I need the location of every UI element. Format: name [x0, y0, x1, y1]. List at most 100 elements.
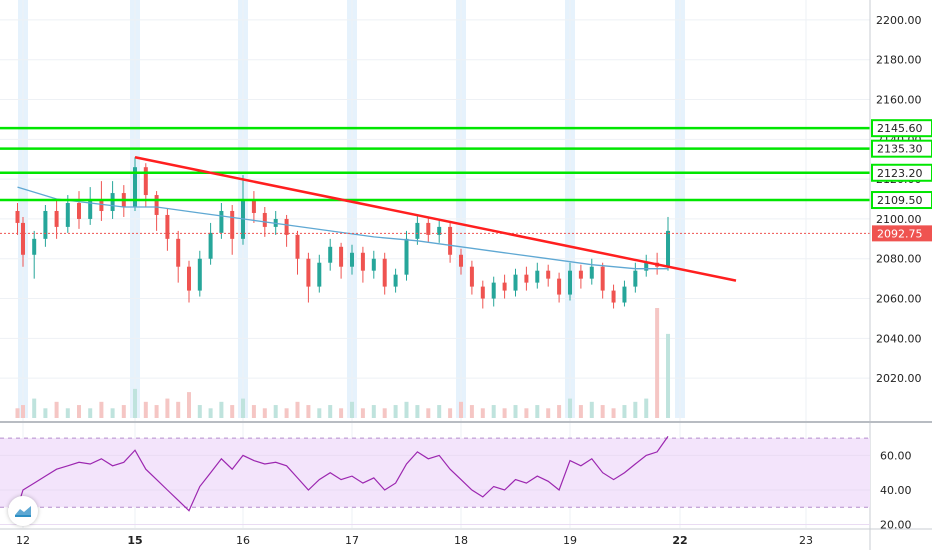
level-price-label: 2109.50: [877, 194, 923, 207]
candle-body[interactable]: [54, 210, 59, 227]
volume-bar: [644, 398, 649, 418]
candle-body[interactable]: [154, 195, 159, 215]
candle-body[interactable]: [77, 203, 81, 219]
volume-bar: [306, 405, 311, 418]
volume-bar: [589, 401, 594, 418]
candle-body[interactable]: [99, 199, 104, 211]
candle-body[interactable]: [589, 266, 594, 279]
rsi-line[interactable]: [16, 436, 669, 512]
level-price-label: 2145.60: [877, 122, 923, 135]
volume-bar: [480, 408, 485, 418]
candle-body[interactable]: [448, 226, 453, 255]
level-price-box[interactable]: [871, 119, 932, 138]
volume-bar: [273, 405, 278, 418]
rsi-axis-tick-label: 60.00: [880, 449, 912, 462]
last-price-label: 2092.75: [877, 227, 923, 240]
trendline[interactable]: [134, 156, 737, 282]
candle-body[interactable]: [219, 210, 224, 233]
candle-body[interactable]: [295, 234, 300, 259]
candle-body[interactable]: [426, 222, 431, 235]
candle-body[interactable]: [32, 238, 37, 255]
volume-bar: [513, 405, 518, 418]
rsi-band: [0, 438, 870, 508]
candle-body[interactable]: [437, 226, 442, 235]
candle-body[interactable]: [251, 199, 256, 213]
candle-body[interactable]: [15, 210, 20, 223]
candle-body[interactable]: [535, 270, 540, 283]
candle-body[interactable]: [644, 262, 649, 271]
level-price-box[interactable]: [871, 139, 932, 158]
price-axis-tick-label: 2200.00: [876, 14, 922, 27]
candle-body[interactable]: [133, 167, 137, 207]
candle-body[interactable]: [208, 232, 213, 259]
tradingview-logo-icon[interactable]: [8, 496, 38, 526]
candle-body[interactable]: [491, 282, 496, 299]
candle-body[interactable]: [176, 238, 181, 267]
candle-body[interactable]: [360, 252, 365, 271]
level-price-box[interactable]: [871, 191, 932, 210]
candle-body[interactable]: [578, 270, 583, 279]
volume-bar: [262, 408, 267, 418]
volume-bar: [437, 405, 442, 418]
candle-body[interactable]: [65, 203, 70, 227]
candle-body[interactable]: [284, 218, 289, 235]
price-axis-tick-label: 2180.00: [876, 54, 922, 67]
candle-body[interactable]: [382, 258, 387, 287]
candle-body[interactable]: [666, 230, 671, 267]
volume-bar: [251, 405, 256, 418]
candle-body[interactable]: [317, 262, 322, 287]
candle-body[interactable]: [187, 266, 191, 291]
volume-bar: [502, 408, 507, 418]
volume-bar: [339, 408, 344, 418]
moving-average-line[interactable]: [17, 186, 669, 270]
candle-body[interactable]: [415, 222, 420, 239]
candle-body[interactable]: [622, 286, 627, 303]
candle-body[interactable]: [143, 167, 148, 196]
candle-body[interactable]: [88, 199, 93, 219]
candle-body[interactable]: [339, 246, 344, 267]
candle-body[interactable]: [502, 282, 507, 291]
level-price-label: 2123.20: [877, 167, 923, 180]
volume-bar: [121, 405, 126, 418]
candle-body[interactable]: [513, 274, 518, 291]
candle-body[interactable]: [197, 258, 202, 291]
candle-body[interactable]: [633, 270, 638, 287]
candle-body[interactable]: [600, 266, 605, 291]
candle-body[interactable]: [546, 270, 551, 279]
time-axis-tick-label: 18: [454, 534, 468, 547]
level-price-box[interactable]: [871, 163, 932, 182]
candle-body[interactable]: [328, 246, 333, 263]
volume-bar: [317, 408, 322, 418]
time-axis-tick-label: 19: [563, 534, 577, 547]
volume-bar: [360, 408, 365, 418]
candle-body[interactable]: [110, 193, 115, 211]
candle-body[interactable]: [524, 274, 529, 283]
price-axis-tick-label: 2020.00: [876, 372, 922, 385]
candle-body[interactable]: [371, 258, 376, 271]
candle-body[interactable]: [43, 210, 48, 239]
candle-body[interactable]: [262, 212, 267, 227]
volume-bar: [426, 408, 431, 418]
volume-bar: [219, 401, 224, 418]
candle-body[interactable]: [404, 238, 409, 275]
candle-body[interactable]: [350, 252, 354, 267]
candle-body[interactable]: [469, 266, 474, 287]
volume-bar: [633, 401, 638, 418]
volume-bar: [611, 408, 616, 418]
candle-body[interactable]: [459, 254, 463, 267]
candle-body[interactable]: [230, 210, 235, 239]
candle-body[interactable]: [568, 270, 572, 295]
volume-bar: [535, 405, 540, 418]
candle-body[interactable]: [21, 222, 25, 255]
candle-body[interactable]: [165, 214, 170, 239]
candle-body[interactable]: [557, 278, 562, 295]
candle-body[interactable]: [611, 290, 616, 303]
volume-bar: [187, 392, 191, 418]
volume-bar: [88, 408, 93, 418]
candle-body[interactable]: [480, 286, 485, 299]
volume-bar: [54, 401, 59, 418]
candle-body[interactable]: [393, 274, 398, 287]
candle-body[interactable]: [306, 258, 311, 287]
